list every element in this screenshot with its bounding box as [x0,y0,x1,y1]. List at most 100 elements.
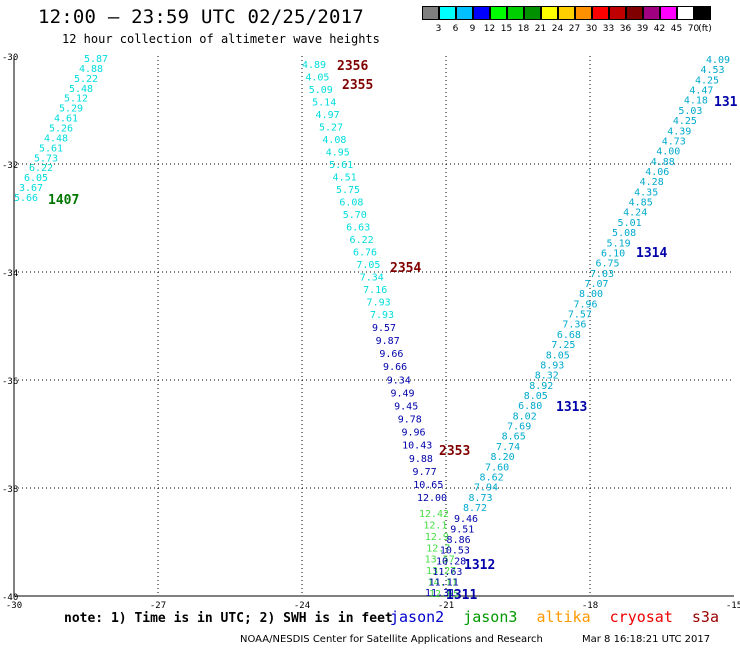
wave-height-value: 4.05 [305,73,329,84]
pass-labels: 2356 2355 2354 2353 1407 131 1314 1313 1312 1311 [48,59,738,603]
wave-height-value: 8.86 [447,535,471,546]
mission-s3a: s3a [691,608,719,626]
legend-swatch [575,6,592,20]
wave-height-value: 4.88 [651,157,675,168]
pass-number-label: 2354 [390,261,421,276]
page-subtitle: 12 hour collection of altimeter wave hei… [62,32,380,46]
wave-height-value: 4.24 [623,208,647,219]
pass-number-label: 1407 [48,193,79,208]
pass-number-label: 1314 [636,246,667,261]
wave-height-value: 9.87 [376,336,400,347]
credit-timestamp: Mar 8 16:18:21 UTC 2017 [582,634,711,645]
legend-swatch [473,6,490,20]
wave-height-value: 9.57 [372,323,396,334]
wave-height-value: 7.94 [474,483,498,494]
wave-height-value: 9.88 [409,454,433,465]
legend-label: 45 [670,24,683,34]
wave-height-value: 5.12 [64,94,88,105]
wave-height-value: 4.00 [656,147,680,158]
wave-height-value: 7.07 [584,279,608,290]
pass-number-label: 2353 [439,444,470,459]
legend-label: 24 [551,24,564,34]
map-grid [14,56,734,596]
wave-height-value: 9.34 [387,375,411,386]
wave-height-value: 6.22 [29,163,53,174]
pass-number-label: 1313 [556,400,587,415]
wave-height-value: 6.22 [350,235,374,246]
mission-legend: jason2 jason3 altika cryosat s3a [390,608,729,626]
wave-height-value: 5.26 [49,124,73,135]
legend-swatch [490,6,507,20]
wave-height-value: 5.09 [309,85,333,96]
wave-height-value: 9.51 [450,525,474,536]
wave-height-value: 6.05 [24,173,48,184]
page-title: 12:00 – 23:59 UTC 02/25/2017 [38,6,364,28]
wave-height-value: 6.08 [339,198,363,209]
legend-label: 39 [636,24,649,34]
legend-unit: (ft) [698,24,712,34]
wave-height-value: 8.65 [502,432,526,443]
wave-height-value: 10.28 [436,556,466,567]
pass-number-label: 1312 [464,558,495,573]
wave-height-value: 5.01 [618,218,642,229]
wave-height-value: 4.85 [629,198,653,209]
legend-swatch [609,6,626,20]
legend-swatch [694,6,711,20]
wave-height-value: 4.47 [689,86,713,97]
wave-height-value: 5.73 [34,153,58,164]
legend-label: 12 [483,24,496,34]
lat-tick-label: -36 [2,377,18,387]
wave-height-value: 11.31 [425,588,455,599]
legend-label: 27 [568,24,581,34]
mission-jason3: jason3 [463,608,518,626]
wave-height-value: 4.25 [673,116,697,127]
legend-label: 33 [602,24,615,34]
legend-label: 21 [534,24,547,34]
wave-height-value: 9.96 [401,428,425,439]
lon-tick-label: -24 [294,601,310,611]
lat-tick-label: -38 [2,485,18,495]
wave-height-value: 6.63 [346,223,370,234]
wave-height-value: 4.39 [667,126,691,137]
wave-height-value: 5.61 [39,143,63,154]
lat-tick-label: -40 [2,593,18,603]
wave-height-value: 7.03 [590,269,614,280]
wave-height-value: 3.67 [19,183,43,194]
wave-height-value: 6.75 [595,259,619,270]
wave-height-value: 10.53 [440,546,470,557]
lon-tick-label: -21 [438,601,454,611]
wave-height-value: 7.74 [496,442,520,453]
lat-tick-label: -32 [2,161,18,171]
wave-height-value: 9.77 [413,467,437,478]
wave-height-value: 5.03 [678,106,702,117]
wave-height-value: 6.10 [601,249,625,260]
legend-label: 9 [469,24,476,34]
pass-number-label: 2355 [342,78,373,93]
legend-swatch [524,6,541,20]
lon-tick-label: -15 [726,601,740,611]
wave-height-value: 7.69 [507,422,531,433]
wave-height-value: 9.49 [390,388,414,399]
wave-height-value: 7.96 [573,299,597,310]
wave-height-value: 6.68 [557,330,581,341]
wave-height-value: 7.93 [367,298,391,309]
mission-altika: altika [536,608,591,626]
legend-swatch [677,6,694,20]
wave-height-value: 7.57 [568,310,592,321]
wave-height-value: 12.42 [419,509,449,520]
pass-number-label: 1311 [446,588,477,603]
mission-jason2: jason2 [390,608,445,626]
wave-height-value: 5.48 [69,84,93,95]
wave-height-value: 12.9 [425,532,449,543]
wave-height-value: 4.25 [695,75,719,86]
wave-height-value: 4.89 [302,60,326,71]
wave-height-value: 4.61 [54,114,78,125]
lon-tick-label: -18 [582,601,598,611]
wave-height-value: 4.06 [645,167,669,178]
wave-height-value: 12.1 [423,520,447,531]
wave-height-value: 12.00 [417,493,447,504]
wave-height-value: 4.53 [700,65,724,76]
legend-label: 30 [585,24,598,34]
credit-agency: NOAA/NESDIS Center for Satellite Applica… [240,634,543,645]
legend-swatch [541,6,558,20]
